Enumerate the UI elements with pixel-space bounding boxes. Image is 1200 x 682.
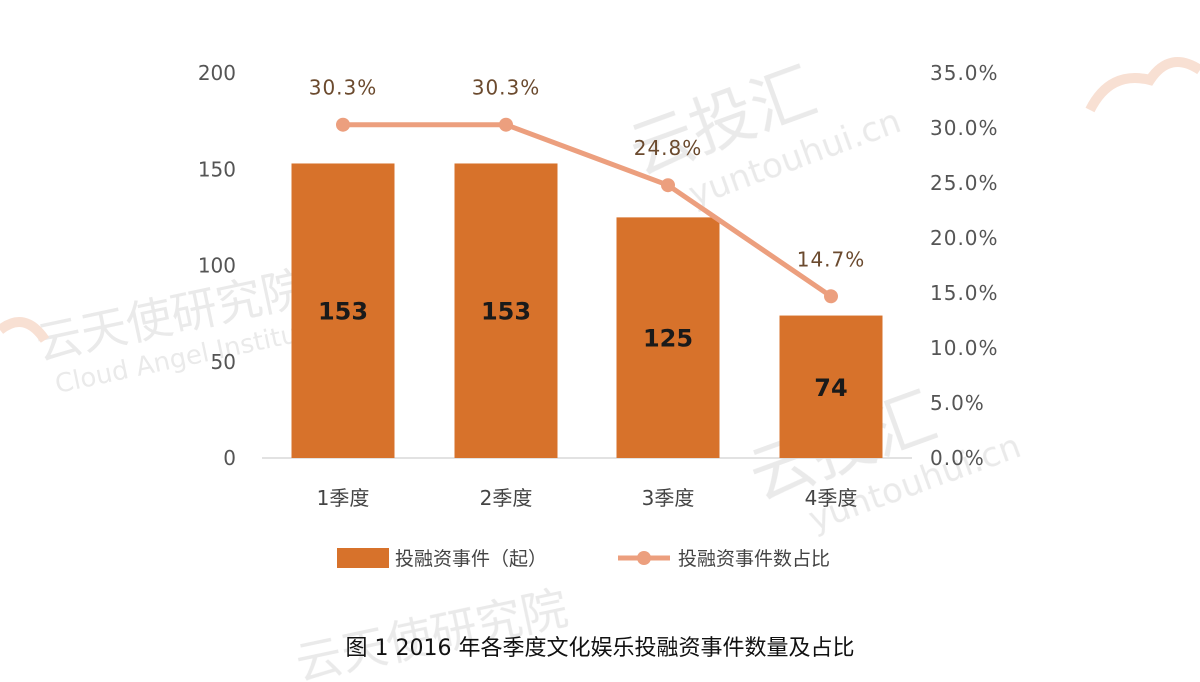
x-category-label: 1季度 xyxy=(317,486,370,510)
y-right-tick-label: 5.0% xyxy=(930,391,985,415)
y-right-tick-label: 20.0% xyxy=(930,226,999,250)
bar xyxy=(779,315,883,458)
y-axis-right: 0.0% 5.0% 10.0% 15.0% 20.0% 25.0% 30.0% 35.0% xyxy=(930,61,999,470)
y-right-tick-label: 35.0% xyxy=(930,61,999,85)
bar-value-label: 153 xyxy=(318,298,368,326)
watermark-cloudangel: 云天使研究院 Cloud Angel Institute xyxy=(31,261,325,400)
y-left-tick-label: 50 xyxy=(211,350,236,374)
line-point xyxy=(824,289,838,304)
bar-value-label: 125 xyxy=(643,325,693,353)
y-right-tick-label: 30.0% xyxy=(930,116,999,140)
y-left-tick-label: 100 xyxy=(198,254,236,278)
cloud-icon xyxy=(0,317,50,343)
legend-label-line: 投融资事件数占比 xyxy=(678,548,830,570)
bar xyxy=(291,163,395,458)
line-point xyxy=(499,117,513,132)
y-right-tick-label: 15.0% xyxy=(930,281,999,305)
figure-caption: 图 1 2016 年各季度文化娱乐投融资事件数量及占比 xyxy=(346,636,855,661)
y-left-tick-label: 150 xyxy=(198,157,236,181)
line-series: 30.3% 30.3% 24.8% 14.7% xyxy=(309,76,866,304)
line-point xyxy=(661,178,675,193)
bar xyxy=(454,163,558,458)
x-category-label: 4季度 xyxy=(805,486,858,510)
bar-value-label: 74 xyxy=(814,374,847,402)
y-axis-left: 0 50 100 150 200 xyxy=(198,61,236,470)
cloud-icon xyxy=(1085,57,1200,113)
line-value-label: 30.3% xyxy=(472,76,541,100)
x-axis-categories: 1季度 2季度 3季度 4季度 xyxy=(317,486,858,510)
y-right-tick-label: 0.0% xyxy=(930,446,985,470)
legend: 投融资事件（起） 投融资事件数占比 xyxy=(337,548,830,570)
watermark-cloudangel-bottom: 云天使研究院 xyxy=(291,581,572,682)
line-path xyxy=(343,122,833,299)
line-value-label: 30.3% xyxy=(309,76,378,100)
y-right-tick-label: 25.0% xyxy=(930,171,999,195)
bar xyxy=(616,217,720,458)
watermark-text: 云天使研究院 xyxy=(291,581,572,682)
line-value-label: 24.8% xyxy=(634,136,703,160)
y-left-tick-label: 200 xyxy=(198,61,236,85)
legend-label-bar: 投融资事件（起） xyxy=(395,548,547,570)
line-value-label: 14.7% xyxy=(797,247,866,271)
line-point xyxy=(336,117,350,132)
bar-value-label: 153 xyxy=(481,298,531,326)
x-category-label: 3季度 xyxy=(642,486,695,510)
y-right-tick-label: 10.0% xyxy=(930,336,999,360)
watermark-layer: 云投汇 yuntouhui.cn 云投汇 yuntouhui.cn 云天使研究院… xyxy=(0,55,1200,682)
x-category-label: 2季度 xyxy=(480,486,533,510)
legend-marker-line xyxy=(637,551,651,565)
y-left-tick-label: 0 xyxy=(223,446,236,470)
legend-swatch-bar xyxy=(337,548,389,568)
watermark-yuntouhui-top: 云投汇 yuntouhui.cn xyxy=(620,55,906,215)
bar-series: 153 153 125 74 xyxy=(291,163,883,458)
